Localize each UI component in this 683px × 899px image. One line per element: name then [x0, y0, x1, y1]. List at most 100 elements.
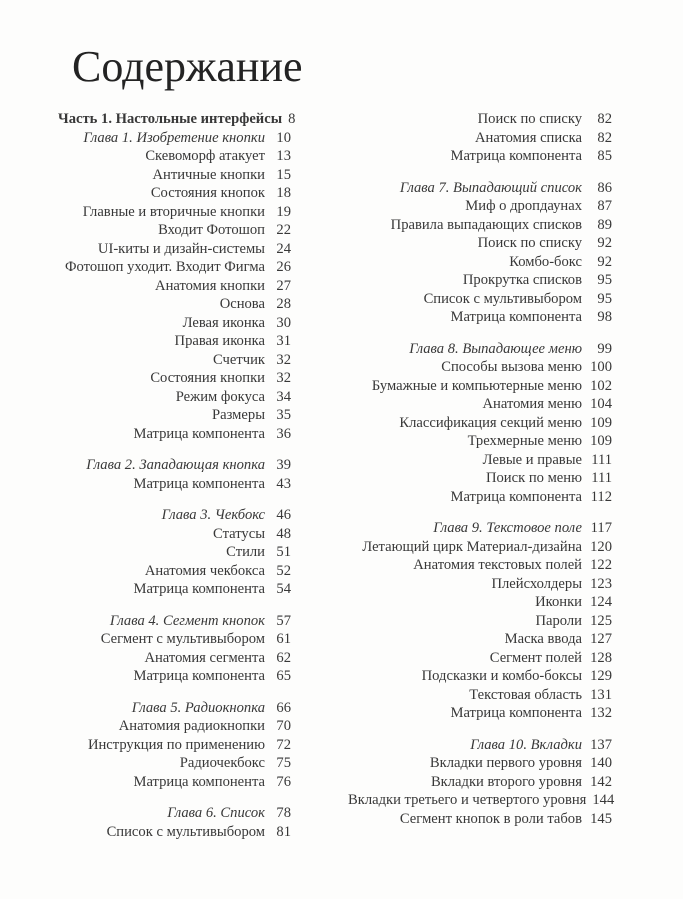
toc-entry-page: 124: [590, 594, 612, 610]
toc-entry-page: 15: [276, 166, 291, 183]
toc-column-right: Поиск по списку 82 Анатомия списка 82 Матриц…: [348, 110, 614, 829]
toc-entry-page: 81: [276, 823, 291, 840]
toc-entry-page: 137: [590, 736, 612, 753]
toc-entry: Часть 1. Настольные интерфейсы 8: [58, 110, 295, 129]
toc-entry: Сегмент кнопок в роли табов 145: [348, 810, 612, 829]
toc-entry: Иконки 124: [348, 593, 612, 612]
toc-entry: Глава 2. Западающая кнопка 39: [58, 456, 291, 475]
toc-entry-page: 32: [276, 370, 291, 386]
toc-entry: Анатомия радиокнопки 70: [58, 717, 291, 736]
toc-entry-label: Классификация секций меню: [399, 414, 582, 431]
toc-entry: Маска ввода 127: [348, 630, 612, 649]
toc-entry-page: 27: [276, 277, 291, 294]
toc-entry: Матрица компонента 43: [58, 475, 291, 494]
toc-entry-label: Матрица компонента: [133, 773, 265, 790]
toc-entry-page: 43: [276, 475, 291, 492]
toc-entry-page: 70: [276, 718, 291, 734]
toc-entry-label: Статусы: [213, 525, 265, 542]
toc-entry-label: Правила выпадающих списков: [390, 216, 582, 233]
toc-entry: Левая иконка 30: [58, 314, 291, 333]
toc-entry-label: Плейсхолдеры: [491, 575, 582, 592]
toc-entry-page: 28: [276, 296, 291, 312]
toc-entry: Матрица компонента 85: [348, 147, 612, 166]
toc-entry-label: Инструкция по применению: [87, 736, 265, 753]
toc-entry-label: Сегмент полей: [489, 649, 582, 666]
toc-section: Часть 1. Настольные интерфейсы 8 Глава 1. …: [58, 110, 295, 443]
toc-entry-label: Анатомия чекбокса: [144, 562, 265, 579]
toc-entry-label: Матрица компонента: [450, 705, 582, 721]
toc-entry: Инструкция по применению 72: [58, 736, 291, 755]
toc-entry-label: Глава 3. Чекбокс: [161, 507, 265, 523]
toc-entry-page: 128: [590, 649, 612, 666]
toc-entry: Летающий цирк Материал-дизайна 120: [348, 538, 612, 557]
toc-entry-page: 54: [276, 581, 291, 597]
toc-entry: Комбо-бокс 92: [348, 253, 612, 272]
toc-entry-label: Фотошоп уходит. Входит Фигма: [65, 259, 265, 275]
toc-entry-page: 92: [597, 253, 612, 270]
toc-entry-label: Глава 6. Список: [167, 805, 265, 821]
toc-entry: Анатомия кнопки 27: [58, 277, 291, 296]
toc-entry: Основа 28: [58, 295, 291, 314]
toc-entry-page: 111: [591, 470, 612, 486]
toc-entry: Пароли 125: [348, 612, 612, 631]
toc-entry-label: Часть 1. Настольные интерфейсы: [58, 111, 283, 127]
toc-entry-page: 104: [590, 396, 612, 412]
toc-entry-label: Левые и правые: [482, 451, 582, 468]
toc-entry-page: 62: [276, 649, 291, 666]
toc-entry-page: 34: [276, 388, 291, 405]
toc-entry-label: Размеры: [212, 407, 265, 423]
toc-entry-page: 145: [590, 810, 612, 827]
toc-entry: Левые и правые 111: [348, 451, 612, 470]
toc-entry: Вкладки третьего и четвертого уровня 144: [348, 791, 614, 810]
toc-section: Глава 5. Радиокнопка 66 Анатомия радиокноп…: [58, 699, 291, 792]
toc-entry-label: Глава 8. Выпадающее меню: [409, 340, 582, 357]
toc-entry: Правая иконка 31: [58, 332, 291, 351]
toc-entry: Матрица компонента 76: [58, 773, 291, 792]
toc-entry-label: Анатомия кнопки: [155, 277, 265, 294]
toc-entry-label: Левая иконка: [182, 314, 265, 331]
toc-entry: Бумажные и компьютерные меню 102: [348, 377, 612, 396]
toc-entry-page: 57: [276, 612, 291, 629]
toc-entry-page: 39: [276, 457, 291, 473]
toc-entry-label: Состояния кнопки: [150, 370, 265, 386]
toc-entry: Античные кнопки 15: [58, 166, 291, 185]
toc-entry-label: Античные кнопки: [152, 166, 265, 183]
toc-entry-label: Маска ввода: [504, 631, 582, 647]
toc-entry-page: 66: [276, 699, 291, 716]
toc-entry-label: Главные и вторичные кнопки: [82, 203, 265, 220]
toc-entry: Глава 1. Изобретение кнопки 10: [58, 129, 291, 148]
toc-section: Глава 8. Выпадающее меню 99 Способы вызова…: [348, 340, 612, 507]
toc-entry-page: 51: [276, 544, 291, 560]
toc-entry-label: Глава 2. Западающая кнопка: [86, 457, 265, 473]
toc-entry-page: 109: [590, 414, 612, 431]
toc-entry-label: Матрица компонента: [133, 668, 265, 684]
toc-section: Глава 2. Западающая кнопка 39 Матрица комп…: [58, 456, 291, 493]
toc-entry-label: Вкладки второго уровня: [430, 773, 582, 790]
toc-entry: Матрица компонента 54: [58, 580, 291, 599]
toc-entry: Матрица компонента 132: [348, 704, 612, 723]
toc-entry: Сегмент с мультивыбором 61: [58, 630, 291, 649]
toc-entry-label: Анатомия меню: [482, 396, 582, 412]
toc-entry-page: 19: [276, 203, 291, 220]
toc-section: Глава 4. Сегмент кнопок 57 Сегмент с мульт…: [58, 612, 291, 686]
toc-entry: Статусы 48: [58, 525, 291, 544]
toc-entry-label: Глава 10. Вкладки: [470, 736, 582, 753]
toc-entry-label: Состояния кнопок: [150, 185, 265, 201]
toc-entry: Матрица компонента 65: [58, 667, 291, 686]
toc-entry: Главные и вторичные кнопки 19: [58, 203, 291, 222]
toc-entry: Глава 10. Вкладки 137: [348, 736, 612, 755]
page-title: Содержание: [72, 42, 303, 91]
toc-entry-page: 131: [590, 686, 612, 703]
toc-entry: Список с мультивыбором 95: [348, 290, 612, 309]
toc-entry-page: 30: [276, 314, 291, 331]
toc-entry-page: 10: [276, 129, 291, 146]
toc-entry-label: Поиск по списку: [477, 235, 582, 251]
toc-entry-page: 89: [597, 216, 612, 233]
toc-entry: Глава 3. Чекбокс 46: [58, 506, 291, 525]
toc-entry-page: 76: [276, 773, 291, 790]
toc-column-left: Часть 1. Настольные интерфейсы 8 Глава 1. …: [58, 110, 295, 841]
toc-entry-label: Радиочекбокс: [179, 755, 265, 771]
toc-entry-page: 36: [276, 425, 291, 442]
toc-entry-label: Глава 5. Радиокнопка: [131, 699, 265, 716]
toc-entry: Фотошоп уходит. Входит Фигма 26: [58, 258, 291, 277]
